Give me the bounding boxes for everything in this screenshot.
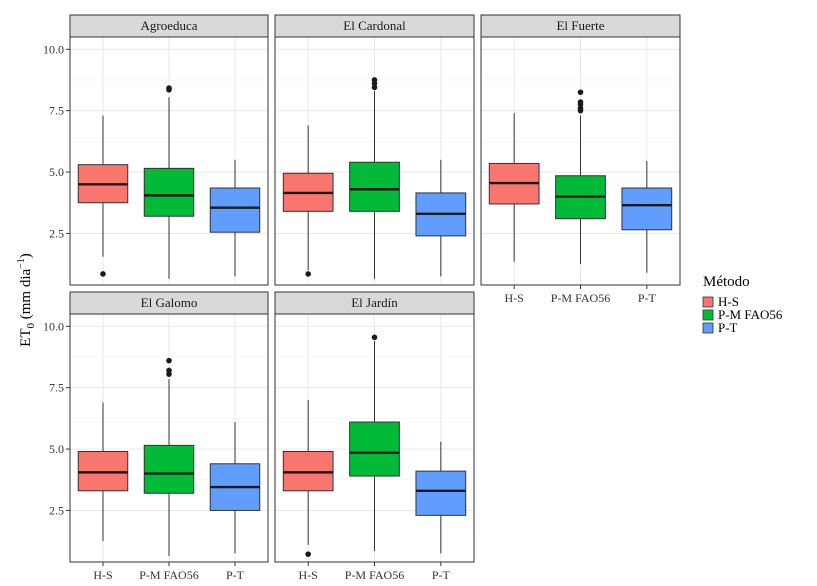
box-p-t xyxy=(415,441,467,554)
outlier-point xyxy=(166,367,172,374)
y-tick-label: 5.0 xyxy=(49,442,64,456)
outlier-point xyxy=(166,357,172,364)
box-iqr xyxy=(282,451,334,492)
facet-title: El Galomo xyxy=(141,295,198,310)
y-tick-label: 10.0 xyxy=(43,42,64,56)
facet-title: Agroeduca xyxy=(140,18,197,33)
box-iqr xyxy=(415,470,467,516)
x-tick-label: H-S xyxy=(504,291,523,305)
x-tick-label: P-M FAO56 xyxy=(139,568,198,582)
y-axis-title-base: ET xyxy=(18,328,34,346)
x-tick-label: H-S xyxy=(93,568,112,582)
outlier-point xyxy=(371,77,378,83)
box-h-s xyxy=(282,399,334,557)
facet-panel: El Galomo 2.5 5.0 7.5 10.0 H-S P-M FAO56 P-T xyxy=(43,291,269,582)
x-tick-label: P-M FAO56 xyxy=(345,568,404,582)
y-tick-label: 5.0 xyxy=(49,165,64,179)
box-p-m-fao56 xyxy=(555,89,606,265)
y-tick-label: 2.5 xyxy=(49,503,64,517)
box-p-m-fao56 xyxy=(349,334,400,551)
x-tick-label: H-S xyxy=(298,568,317,582)
x-tick-label: P-T xyxy=(638,291,657,305)
box-h-s xyxy=(282,125,334,277)
box-p-m-fao56 xyxy=(143,357,195,556)
facet-panel: El Fuerte H-S P-M FAO56 P-T xyxy=(480,14,681,305)
facet-title: El Jardín xyxy=(351,295,398,310)
box-p-t xyxy=(209,422,261,554)
box-iqr xyxy=(143,167,195,217)
outlier-point xyxy=(305,551,311,557)
y-axis-title: ET0 (mm dia−1) xyxy=(16,253,37,347)
legend-swatch xyxy=(702,309,714,321)
legend-label: H-S xyxy=(718,294,739,309)
y-axis-title-sup: −1 xyxy=(16,258,27,269)
outlier-point xyxy=(577,99,584,105)
outlier-point xyxy=(305,271,311,277)
box-iqr xyxy=(209,187,261,233)
box-p-t xyxy=(415,159,467,277)
panel-border xyxy=(274,36,475,286)
facet-panel: Agroeduca 2.5 5.0 7.5 10.0 xyxy=(43,14,269,286)
outlier-point xyxy=(577,89,584,96)
legend-label: P-T xyxy=(718,320,738,335)
box-h-s xyxy=(77,115,129,277)
box-iqr xyxy=(77,451,129,492)
box-iqr xyxy=(621,187,673,231)
y-tick-label: 7.5 xyxy=(49,104,64,118)
facet-panel: El Cardonal xyxy=(274,14,475,286)
facet-panel: El Jardín H-S P-M FAO56 P-T xyxy=(274,291,475,582)
box-iqr xyxy=(143,444,195,494)
legend-label: P-M FAO56 xyxy=(718,307,783,322)
box-p-m-fao56 xyxy=(349,77,400,279)
box-p-t xyxy=(209,159,261,277)
facet-title: El Fuerte xyxy=(556,18,604,33)
y-tick-label: 2.5 xyxy=(49,226,64,240)
x-tick-label: P-T xyxy=(226,568,245,582)
y-tick-label: 10.0 xyxy=(43,319,64,333)
outlier-point xyxy=(371,334,378,341)
y-axis-title-mid: (mm dia xyxy=(18,268,34,322)
legend-swatch xyxy=(702,322,714,334)
box-h-s xyxy=(488,113,540,262)
box-p-m-fao56 xyxy=(143,85,195,279)
x-tick-label: P-T xyxy=(432,568,451,582)
outlier-point xyxy=(166,85,172,91)
panel-border xyxy=(69,36,269,286)
box-iqr xyxy=(349,161,400,212)
outlier-point xyxy=(100,271,106,277)
facet-title: El Cardonal xyxy=(343,18,406,33)
y-tick-label: 7.5 xyxy=(49,381,64,395)
y-axis-title-end: ) xyxy=(18,253,34,258)
box-p-t xyxy=(621,161,673,273)
box-h-s xyxy=(77,402,129,542)
legend-swatch xyxy=(702,296,714,308)
x-tick-label: P-M FAO56 xyxy=(551,291,610,305)
y-axis-title-sub: 0 xyxy=(25,322,37,328)
legend-title: Método xyxy=(703,274,750,290)
box-iqr xyxy=(349,421,400,477)
